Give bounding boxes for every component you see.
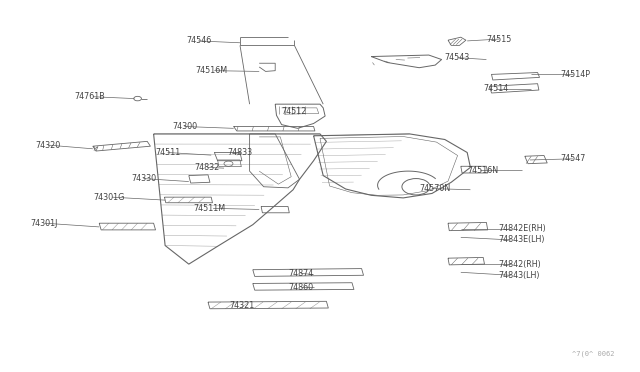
Text: 74512: 74512 xyxy=(282,107,307,116)
Text: 74330: 74330 xyxy=(131,174,156,183)
Text: 74511M: 74511M xyxy=(194,204,226,213)
Text: 74832: 74832 xyxy=(195,163,220,172)
Text: 74874: 74874 xyxy=(288,269,313,278)
Text: ^7(0^ 0062: ^7(0^ 0062 xyxy=(572,351,614,357)
Text: 74547: 74547 xyxy=(560,154,586,163)
Text: 74516N: 74516N xyxy=(467,166,499,174)
Text: 74516M: 74516M xyxy=(195,66,227,75)
Text: 74546: 74546 xyxy=(186,36,211,45)
Text: 74860: 74860 xyxy=(288,283,313,292)
Text: 74842E(RH): 74842E(RH) xyxy=(498,224,546,233)
Text: 74301G: 74301G xyxy=(93,193,125,202)
Text: 74761B: 74761B xyxy=(75,92,106,101)
Text: 74843E(LH): 74843E(LH) xyxy=(498,235,545,244)
Text: 74321: 74321 xyxy=(229,301,254,310)
Text: 74843(LH): 74843(LH) xyxy=(498,271,540,280)
Text: 74300: 74300 xyxy=(172,122,197,131)
Text: 74833: 74833 xyxy=(228,148,253,157)
Text: 74842(RH): 74842(RH) xyxy=(498,260,541,269)
Text: 74515: 74515 xyxy=(486,35,512,44)
Text: 74514P: 74514P xyxy=(560,70,590,79)
Text: 74570N: 74570N xyxy=(419,184,451,193)
Text: 74301J: 74301J xyxy=(30,219,58,228)
Text: 74514: 74514 xyxy=(483,84,508,93)
Text: 74511: 74511 xyxy=(156,148,180,157)
Text: 74543: 74543 xyxy=(445,53,470,62)
Text: 74320: 74320 xyxy=(36,141,61,150)
